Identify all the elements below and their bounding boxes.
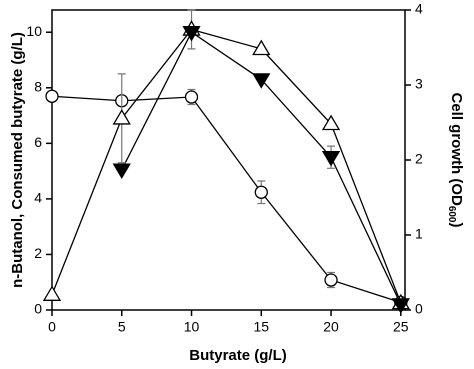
y2-label-end: ) xyxy=(448,223,465,228)
y2-axis-label: Cell growth (OD600) xyxy=(446,92,465,227)
marker xyxy=(112,109,131,125)
y-tick-label: 10 xyxy=(26,23,42,39)
y2-tick-label: 1 xyxy=(415,226,423,242)
y2-tick-label: 2 xyxy=(415,151,423,167)
x-tick-label: 5 xyxy=(118,319,126,335)
y-tick-label: 0 xyxy=(34,301,42,317)
y-tick-label: 8 xyxy=(34,78,42,94)
y2-label-text: Cell growth (OD xyxy=(448,92,465,205)
y-tick-label: 2 xyxy=(34,245,42,261)
marker xyxy=(254,185,268,199)
marker xyxy=(252,73,271,89)
y2-tick-label: 3 xyxy=(415,76,423,92)
series-line xyxy=(51,95,402,304)
series-line xyxy=(121,31,402,305)
y2-tick-label: 0 xyxy=(415,301,423,317)
x-axis-label: Butyrate (g/L) xyxy=(189,347,287,364)
marker xyxy=(45,89,59,103)
y2-label-sub: 600 xyxy=(446,206,457,223)
y-tick-label: 6 xyxy=(34,134,42,150)
x-tick-label: 25 xyxy=(393,319,409,335)
marker xyxy=(324,273,338,287)
x-tick-label: 15 xyxy=(253,319,269,335)
y2-tick-label: 4 xyxy=(415,1,423,17)
marker xyxy=(321,150,341,167)
x-tick-label: 0 xyxy=(48,319,56,335)
x-tick-label: 10 xyxy=(184,319,200,335)
marker xyxy=(182,25,201,42)
marker xyxy=(391,298,410,314)
y-tick-label: 4 xyxy=(34,190,42,206)
y-axis-label: n-Butanol, Consumed butyrate (g/L) xyxy=(9,32,26,288)
marker xyxy=(42,285,62,301)
marker xyxy=(321,114,341,131)
marker xyxy=(184,90,199,104)
marker xyxy=(252,39,271,56)
x-tick-label: 20 xyxy=(323,319,339,335)
series-line xyxy=(51,28,402,304)
marker xyxy=(112,163,131,180)
